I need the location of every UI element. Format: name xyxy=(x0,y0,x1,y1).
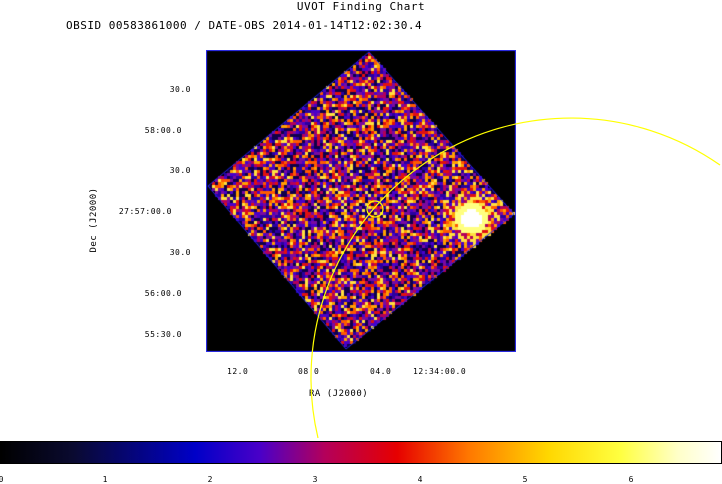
colorbar-tick-label: 2 xyxy=(207,475,213,484)
colorbar xyxy=(0,441,722,464)
y-tick-label: 30.0 xyxy=(169,248,191,257)
sky-image xyxy=(206,50,516,352)
colorbar-tick-label: 0 xyxy=(0,475,4,484)
chart-title: UVOT Finding Chart xyxy=(296,0,426,13)
colorbar-tick-label: 4 xyxy=(417,475,423,484)
colorbar-tick-label: 1 xyxy=(102,475,108,484)
x-tick-label: 12:34:00.0 xyxy=(413,367,467,376)
y-tick-label: 55:30.0 xyxy=(144,330,182,339)
x-axis-label: RA (J2000) xyxy=(309,389,369,399)
source-circle xyxy=(366,200,384,218)
colorbar-tick-label: 5 xyxy=(522,475,528,484)
y-tick-label: 58:00.0 xyxy=(144,126,182,135)
colorbar-tick-label: 6 xyxy=(628,475,634,484)
image-panel xyxy=(206,50,516,352)
y-tick-label: 27:57:00.0 xyxy=(118,207,172,216)
colorbar-tick-label: 3 xyxy=(312,475,318,484)
y-tick-label: 56:00.0 xyxy=(144,289,182,298)
y-tick-label: 30.0 xyxy=(169,85,191,94)
x-tick-label: 12.0 xyxy=(227,367,249,376)
chart-subtitle: OBSID 00583861000 / DATE-OBS 2014-01-14T… xyxy=(66,19,423,32)
x-tick-label: 04.0 xyxy=(370,367,392,376)
x-tick-label: 08.0 xyxy=(298,367,320,376)
y-tick-label: 30.0 xyxy=(169,166,191,175)
error-circle-large xyxy=(310,117,721,439)
